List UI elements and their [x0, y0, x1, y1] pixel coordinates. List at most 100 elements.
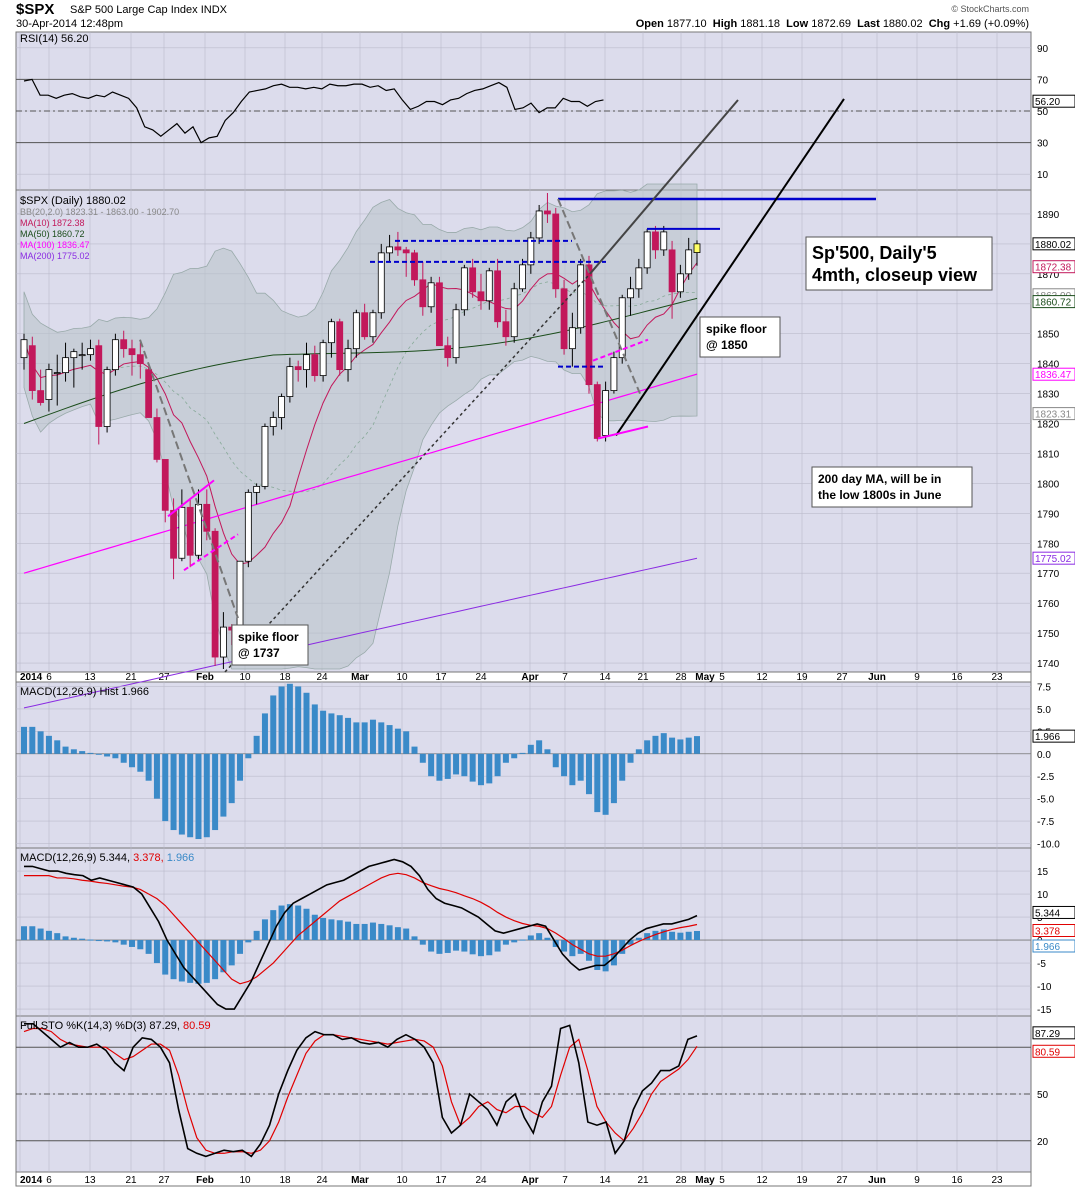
macd-hist-bar: [677, 932, 684, 941]
hist-bar: [527, 744, 534, 754]
macd-hist-bar: [386, 925, 393, 941]
spike-floor-1850-note-text: @ 1850: [706, 338, 748, 352]
sto-legend: Full STO %K(14,3) %D(3) 87.29, 80.59: [20, 1020, 211, 1032]
macd-hist-bar: [652, 930, 659, 941]
y-tick-label: 30: [1037, 139, 1049, 150]
magenta-dashed-jan: [183, 533, 239, 572]
macd-hist-bar: [54, 933, 61, 941]
macd-legend-signal: 3.378,: [133, 852, 167, 864]
candle-body: [78, 354, 86, 357]
candle-body: [244, 491, 252, 562]
hist-bar: [536, 740, 543, 754]
ma50-line: [23, 297, 698, 424]
candle-body: [676, 273, 684, 293]
x-tick-label-bottom: 9: [914, 1175, 920, 1186]
macd-hist-bar: [203, 940, 210, 983]
x-tick-label-bottom: 24: [316, 1175, 328, 1186]
price-legend-entry: MA(50) 1860.72: [20, 229, 85, 239]
macd-hist-bar: [444, 940, 451, 953]
index-name-text: S&P 500 Large Cap Index: [70, 4, 198, 16]
macd-hist-bar: [585, 940, 592, 961]
x-tick-label: 5: [719, 672, 725, 683]
hist-bar: [203, 753, 210, 838]
macd-hist-bar: [511, 940, 518, 943]
x-tick-label: 10: [239, 672, 251, 683]
value-tag: 3.378: [1035, 927, 1060, 938]
hist-bar: [502, 753, 509, 763]
macd-signal-line: [24, 872, 698, 985]
value-tag: 1872.38: [1035, 263, 1072, 274]
y-tick-label: -7.5: [1037, 817, 1055, 828]
hist-bar: [444, 753, 451, 779]
open-value: 1877.10: [666, 18, 707, 30]
value-tag-box: [1032, 924, 1075, 938]
low-label: Low: [786, 18, 809, 30]
x-tick-label-bottom: Apr: [521, 1175, 538, 1186]
x-tick-label-bottom: 13: [84, 1175, 96, 1186]
macd-hist-bar: [278, 905, 285, 941]
spike-floor-1850-note: spike floor @ 1850: [699, 316, 781, 358]
macd-hist-bar: [453, 940, 460, 951]
index-name: S&P 500 Large Cap Index INDX: [70, 4, 227, 16]
x-tick-label: 7: [562, 672, 568, 683]
candle-body: [377, 252, 385, 314]
macd-hist-bar: [145, 940, 152, 954]
hist-bar: [95, 753, 102, 755]
hist-bar: [519, 752, 526, 754]
candle-body: [494, 270, 501, 323]
macd-hist-bar: [353, 923, 360, 941]
value-tag-box: [1032, 1026, 1075, 1040]
y-tick-label: 1840: [1037, 360, 1060, 371]
y-tick-label: 50: [1037, 107, 1049, 118]
candle-body: [261, 426, 269, 487]
candle-body: [211, 530, 219, 658]
macd-hist-legend: MACD(12,26,9) Hist 1.966: [20, 686, 149, 698]
candle-body: [585, 264, 593, 385]
hist-bar: [261, 713, 268, 754]
hist-bar: [278, 686, 285, 754]
y-tick-label: -5.0: [1037, 795, 1055, 806]
y-tick-label: 1790: [1037, 509, 1060, 520]
last-label: Last: [857, 18, 880, 30]
value-tag: 1775.02: [1035, 554, 1072, 565]
open-label: Open: [635, 18, 664, 30]
hist-bar: [37, 731, 44, 754]
candle-body: [643, 231, 651, 269]
chg-label: Chg: [928, 18, 951, 30]
candle-body: [20, 339, 28, 359]
candle-body: [336, 321, 344, 371]
candle-body: [269, 417, 277, 427]
x-tick-label: Mar: [351, 672, 369, 683]
candle-body: [444, 345, 452, 359]
value-tag: 1.966: [1035, 942, 1060, 953]
high-label: High: [712, 18, 738, 30]
x-tick-label-bottom: 16: [951, 1175, 963, 1186]
hist-bar: [345, 717, 352, 754]
candle-body: [552, 213, 560, 290]
exchange-text: INDX: [200, 4, 227, 16]
macd-hist-bar: [112, 940, 119, 943]
macd-hist-bar: [361, 923, 368, 941]
x-tick-label-bottom: 14: [599, 1175, 611, 1186]
value-tag-box: [1032, 94, 1075, 108]
candle-body: [394, 246, 402, 251]
rsi-line: [23, 78, 604, 144]
candle-body: [203, 503, 211, 532]
hist-bar: [685, 737, 692, 754]
macd-hist-bar: [303, 908, 310, 941]
candle-body: [527, 237, 535, 266]
hist-bar: [153, 753, 160, 799]
candle-body: [652, 231, 659, 251]
dotted-uptrend: [224, 273, 591, 673]
y-tick-label: 1770: [1037, 569, 1060, 580]
macd-hist-bar: [536, 933, 543, 941]
ma100-line: [23, 373, 698, 574]
hist-bar: [419, 753, 426, 763]
candle-body: [286, 366, 294, 397]
macd-hist-bar: [610, 940, 617, 966]
hist-bar: [228, 753, 235, 804]
dashed-downtrend-jan: [139, 339, 239, 619]
hist-bar: [386, 725, 393, 754]
y-tick-label: 10: [1037, 170, 1049, 181]
y-tick-label: 1850: [1037, 330, 1060, 341]
